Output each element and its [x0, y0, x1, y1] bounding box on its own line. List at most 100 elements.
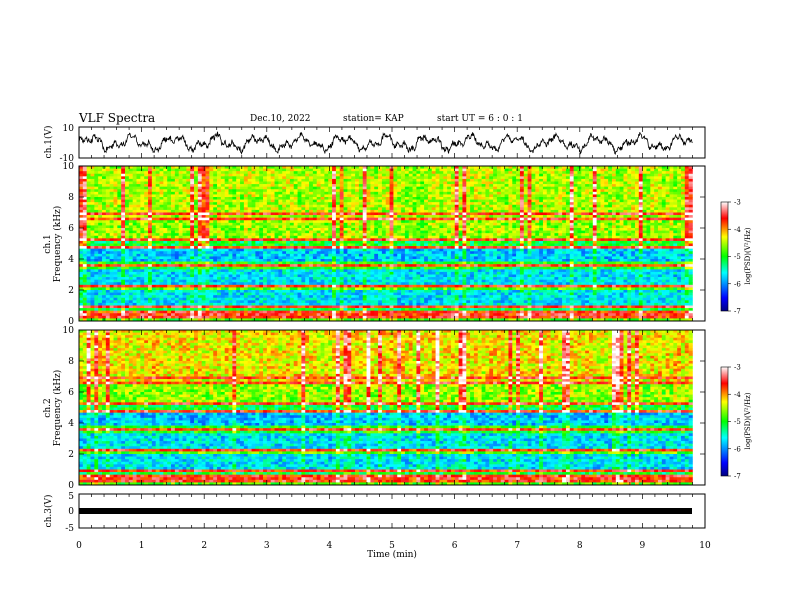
spectrogram-cell — [155, 238, 160, 242]
spectrogram-cell — [585, 209, 590, 213]
spectrogram-cell — [592, 178, 597, 182]
spectrogram-cell — [642, 176, 647, 180]
spectrogram-cell — [550, 235, 555, 239]
spectrogram-cell — [408, 215, 413, 218]
spectrogram-cell — [182, 181, 187, 185]
spectrogram-cell — [351, 176, 356, 180]
spectrogram-cell — [358, 217, 364, 221]
spectrogram-cell — [634, 222, 640, 226]
spectrogram-cell — [615, 233, 620, 237]
spectrogram-cell — [328, 202, 333, 206]
spectrogram-cell — [174, 240, 179, 244]
spectrogram-cell — [531, 238, 536, 242]
spectrogram-cell — [125, 235, 130, 239]
spectrogram-cell — [339, 212, 344, 216]
spectrogram-cell — [370, 204, 375, 208]
spectrogram-cell — [439, 225, 444, 229]
spectrogram-cell — [316, 204, 321, 208]
spectrogram-cell — [98, 189, 103, 193]
spectrogram-cell — [332, 191, 337, 195]
spectrogram-cell — [163, 176, 168, 180]
spectrogram-cell — [424, 197, 429, 200]
spectrogram-cell — [293, 233, 298, 237]
spectrogram-cell — [378, 173, 383, 177]
spectrogram-cell — [493, 212, 498, 216]
spectrogram-cell — [213, 168, 218, 172]
spectrogram-cell — [493, 235, 498, 239]
spectrogram-cell — [408, 230, 413, 234]
spectrogram-cell — [190, 225, 195, 229]
spectrogram-cell — [378, 238, 383, 242]
spectrogram-cell — [381, 181, 387, 185]
spectrogram-cell — [669, 181, 674, 185]
spectrogram-cell — [615, 230, 620, 234]
spectrogram-cell — [263, 209, 268, 213]
spectrogram-cell — [378, 243, 383, 247]
spectrogram-cell — [94, 184, 99, 187]
spectrogram-cell — [186, 233, 191, 237]
spectrogram-cell — [634, 212, 640, 216]
spectrogram-cell — [569, 181, 574, 185]
spectrogram-cell — [623, 189, 628, 193]
spectrogram-cell — [328, 178, 333, 182]
spectrogram-cell — [309, 240, 314, 244]
spectrogram-cell — [335, 222, 341, 226]
spectrogram-cell — [424, 212, 429, 216]
spectrogram-cell — [443, 166, 448, 169]
spectrogram-cell — [519, 225, 525, 229]
spectrogram-cell — [558, 189, 563, 193]
spectrogram-cell — [619, 225, 624, 229]
spectrogram-cell — [282, 243, 287, 247]
spectrogram-cell — [493, 194, 498, 198]
spectrogram-cell — [351, 233, 356, 237]
spectrogram-cell — [412, 233, 417, 237]
spectrogram-cell — [362, 197, 367, 200]
spectrogram-cell — [263, 166, 268, 169]
spectrogram-cell — [278, 222, 283, 226]
spectrogram-cell — [339, 243, 344, 247]
spectrogram-cell — [473, 220, 479, 224]
spectrogram-cell — [489, 204, 494, 208]
spectrogram-cell — [282, 168, 287, 172]
spectrogram-cell — [427, 168, 433, 172]
spectrogram-cell — [194, 189, 199, 193]
spectrogram-cell — [205, 204, 210, 208]
spectrogram-cell — [297, 204, 302, 208]
spectrogram-cell — [213, 240, 218, 244]
spectrogram-cell — [473, 228, 479, 231]
spectrogram-cell — [347, 209, 352, 213]
spectrogram-cell — [573, 181, 578, 185]
spectrogram-cell — [312, 209, 318, 213]
spectrogram-cell — [82, 186, 87, 190]
spectrogram-cell — [316, 199, 321, 203]
spectrogram-cell — [293, 181, 298, 185]
spectrogram-cell — [86, 204, 91, 208]
spectrogram-cell — [174, 191, 179, 195]
spectrogram-cell — [466, 171, 471, 175]
spectrogram-cell — [581, 240, 586, 244]
spectrogram-cell — [236, 184, 241, 187]
spectrogram-cell — [136, 171, 141, 175]
spectrogram-cell — [404, 207, 410, 211]
spectrogram-cell — [439, 194, 444, 198]
spectrogram-cell — [684, 233, 689, 237]
spectrogram-cell — [366, 194, 371, 198]
spectrogram-cell — [347, 194, 352, 198]
spectrogram-cell — [638, 220, 643, 224]
spectrogram-cell — [79, 173, 84, 177]
spectrogram-cell — [366, 171, 371, 175]
spectrogram-cell — [604, 176, 609, 180]
spectrogram-cell — [121, 204, 126, 208]
spectrogram-cell — [569, 212, 574, 216]
spectrogram-cell — [638, 222, 643, 226]
spectrogram-cell — [163, 197, 168, 200]
spectrogram-cell — [209, 238, 214, 242]
spectrogram-cell — [431, 189, 436, 193]
spectrogram-cell — [627, 222, 632, 226]
spectrogram-cell — [174, 207, 179, 211]
spectrogram-cell — [332, 212, 337, 216]
spectrogram-cell — [558, 171, 563, 175]
spectrogram-cell — [596, 197, 601, 200]
spectrogram-cell — [381, 189, 387, 193]
spectrogram-cell — [642, 194, 647, 198]
